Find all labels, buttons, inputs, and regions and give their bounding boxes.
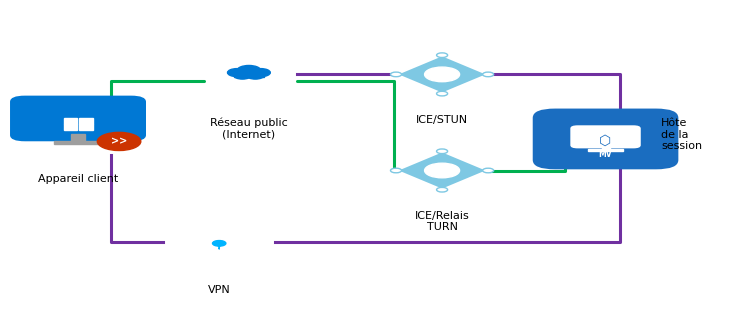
Circle shape xyxy=(221,237,238,244)
Text: ICE/Relais
TURN: ICE/Relais TURN xyxy=(415,211,470,232)
Circle shape xyxy=(227,69,247,77)
Bar xyxy=(63,118,77,124)
Circle shape xyxy=(237,65,261,75)
Bar xyxy=(63,124,77,130)
Bar xyxy=(206,241,233,244)
Text: >>: >> xyxy=(111,136,127,146)
Circle shape xyxy=(209,234,230,243)
Circle shape xyxy=(437,149,447,153)
Circle shape xyxy=(424,67,460,82)
Circle shape xyxy=(247,72,264,79)
FancyBboxPatch shape xyxy=(533,108,678,169)
Circle shape xyxy=(201,237,218,244)
Circle shape xyxy=(207,240,221,246)
Text: ICE/STUN: ICE/STUN xyxy=(416,115,468,125)
Circle shape xyxy=(97,132,141,150)
Circle shape xyxy=(251,69,270,77)
Circle shape xyxy=(437,53,447,57)
Text: MV: MV xyxy=(599,150,612,159)
FancyBboxPatch shape xyxy=(171,225,267,262)
Bar xyxy=(53,141,103,144)
Bar xyxy=(602,145,609,150)
FancyBboxPatch shape xyxy=(10,95,146,141)
Text: ⬡: ⬡ xyxy=(600,134,611,148)
Polygon shape xyxy=(396,55,488,94)
Circle shape xyxy=(437,91,447,96)
Polygon shape xyxy=(396,151,488,190)
Text: Réseau public
(Internet): Réseau public (Internet) xyxy=(210,118,288,140)
Bar xyxy=(79,124,92,130)
Circle shape xyxy=(234,72,251,79)
Circle shape xyxy=(217,240,232,246)
Circle shape xyxy=(424,163,460,178)
Circle shape xyxy=(391,168,401,173)
Circle shape xyxy=(483,72,493,77)
Bar xyxy=(234,74,264,77)
Circle shape xyxy=(437,188,447,192)
Circle shape xyxy=(212,241,226,246)
Circle shape xyxy=(391,72,401,77)
Text: Appareil client: Appareil client xyxy=(38,174,118,184)
Text: Hôte
de la
session: Hôte de la session xyxy=(661,118,702,152)
Bar xyxy=(71,135,85,142)
FancyBboxPatch shape xyxy=(571,125,640,148)
Bar xyxy=(79,118,92,124)
Circle shape xyxy=(483,168,493,173)
Bar xyxy=(588,149,623,151)
Text: VPN: VPN xyxy=(208,285,230,295)
